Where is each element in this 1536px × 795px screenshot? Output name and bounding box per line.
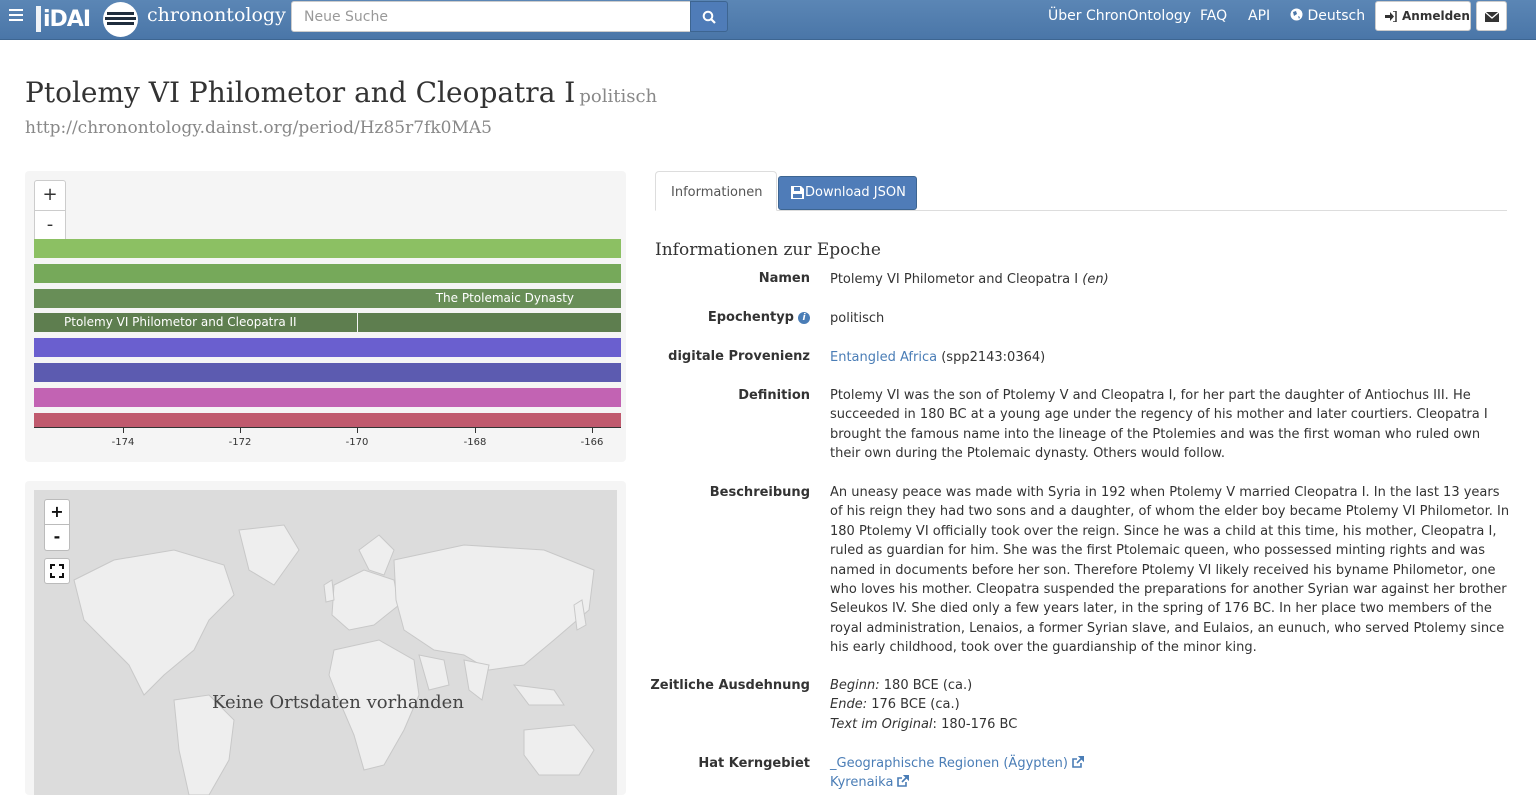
period-type-value: politisch <box>830 311 885 326</box>
timeline-band[interactable] <box>34 338 621 357</box>
nav-faq[interactable]: FAQ <box>1200 8 1228 24</box>
names-label: Namen <box>758 271 810 286</box>
fullscreen-icon <box>50 564 64 578</box>
navbar: iDAI chronontology Neue Suche Über Chron… <box>0 0 1536 40</box>
map-zoom-in-button[interactable]: + <box>44 499 70 525</box>
axis-tick-label: -174 <box>111 437 135 448</box>
section-heading: Informationen zur Epoche <box>655 240 881 260</box>
tab-divider <box>655 210 1507 211</box>
login-button[interactable]: Anmelden <box>1375 1 1471 31</box>
axis-tick <box>592 428 593 433</box>
names-value: Ptolemy VI Philometor and Cleopatra I (e… <box>830 272 1109 287</box>
download-json-button[interactable]: Download JSON <box>778 176 917 210</box>
search-button[interactable] <box>690 1 728 32</box>
core-area-link[interactable]: _Geographische Regionen (Ägypten) <box>830 756 1068 771</box>
timeline-band-current-period[interactable] <box>358 313 621 332</box>
provenance-value: Entangled Africa (spp2143:0364) <box>830 350 1046 365</box>
period-uri: http://chronontology.dainst.org/period/H… <box>25 118 492 138</box>
nav-language[interactable]: Deutsch <box>1290 8 1365 24</box>
time-extent-label: Zeitliche Ausdehnung <box>650 678 810 693</box>
description-label: Beschreibung <box>709 485 810 500</box>
world-map-shapes <box>73 524 595 795</box>
period-type-label: Epochentyp i <box>708 310 810 325</box>
timeline-band-ptolemaic-dynasty[interactable]: The Ptolemaic Dynasty <box>34 289 621 308</box>
floppy-disk-icon <box>791 186 804 199</box>
globe-icon <box>1290 8 1303 21</box>
axis-tick <box>357 428 358 433</box>
sign-in-icon <box>1385 11 1397 22</box>
idai-logo[interactable]: iDAI <box>36 4 91 34</box>
contact-button[interactable] <box>1476 1 1507 31</box>
world-map[interactable] <box>34 490 617 795</box>
tab-informationen[interactable]: Informationen <box>655 171 777 211</box>
search-input[interactable]: Neue Suche <box>291 1 691 32</box>
core-area-value: _Geographische Regionen (Ägypten) Kyrena… <box>830 754 1510 793</box>
core-area-link[interactable]: Kyrenaika <box>830 775 894 791</box>
time-extent-value: Beginn: 180 BCE (ca.) Ende: 176 BCE (ca.… <box>830 678 1018 732</box>
axis-tick <box>123 428 124 433</box>
timeline-band[interactable] <box>34 413 621 427</box>
info-icon[interactable]: i <box>798 312 810 324</box>
timeline-band[interactable] <box>34 239 621 258</box>
axis-tick <box>240 428 241 433</box>
definition-label: Definition <box>738 388 810 403</box>
axis-tick <box>475 428 476 433</box>
brand-name[interactable]: chronontology <box>147 4 286 26</box>
external-link-icon <box>1072 756 1084 768</box>
timeline-band-ptolemy-vi-cleopatra-ii[interactable]: Ptolemy VI Philometor and Cleopatra II <box>34 313 357 332</box>
timeline-band[interactable] <box>34 388 621 407</box>
nav-api[interactable]: API <box>1248 8 1271 24</box>
provenance-link[interactable]: Entangled Africa <box>830 350 938 365</box>
envelope-icon <box>1485 12 1499 22</box>
description-value: An uneasy peace was made with Syria in 1… <box>830 485 1510 656</box>
core-area-label: Hat Kerngebiet <box>698 756 810 771</box>
axis-tick-label: -172 <box>228 437 252 448</box>
provenance-label: digitale Provenienz <box>668 349 810 364</box>
timeline-zoom-out-button[interactable]: - <box>34 211 66 242</box>
definition-value: Ptolemy VI was the son of Ptolemy V and … <box>830 388 1488 462</box>
timeline-band[interactable] <box>34 264 621 283</box>
axis-tick-label: -170 <box>345 437 369 448</box>
timeline-axis <box>34 427 621 428</box>
timeline-zoom-in-button[interactable]: + <box>34 180 66 211</box>
period-type-tag: politisch <box>579 86 658 107</box>
map-zoom-out-button[interactable]: - <box>44 525 70 551</box>
search-icon <box>702 10 716 24</box>
external-link-icon <box>897 775 910 788</box>
timeline-band[interactable] <box>34 363 621 382</box>
chronontology-logo-icon[interactable] <box>103 2 138 37</box>
nav-about[interactable]: Über ChronOntology <box>1048 8 1192 24</box>
fullscreen-button[interactable] <box>44 558 70 584</box>
axis-tick-label: -166 <box>580 437 604 448</box>
no-location-message: Keine Ortsdaten vorhanden <box>212 692 464 713</box>
axis-tick-label: -168 <box>463 437 487 448</box>
menu-icon[interactable] <box>9 9 23 23</box>
